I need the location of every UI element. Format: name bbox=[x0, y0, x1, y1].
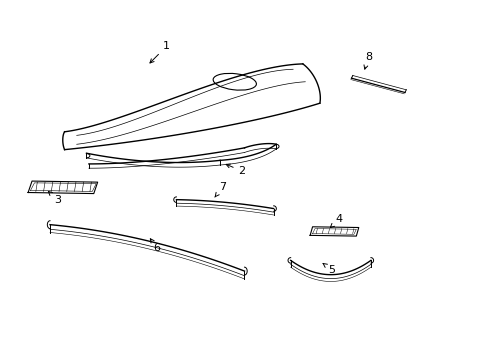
Text: 4: 4 bbox=[330, 214, 342, 228]
Text: 8: 8 bbox=[363, 52, 371, 69]
Text: 6: 6 bbox=[150, 239, 160, 253]
Text: 3: 3 bbox=[48, 192, 61, 204]
Text: 7: 7 bbox=[214, 182, 226, 197]
Text: 5: 5 bbox=[323, 264, 335, 275]
Ellipse shape bbox=[213, 73, 256, 90]
Text: 2: 2 bbox=[226, 164, 245, 176]
Text: 1: 1 bbox=[150, 41, 170, 63]
